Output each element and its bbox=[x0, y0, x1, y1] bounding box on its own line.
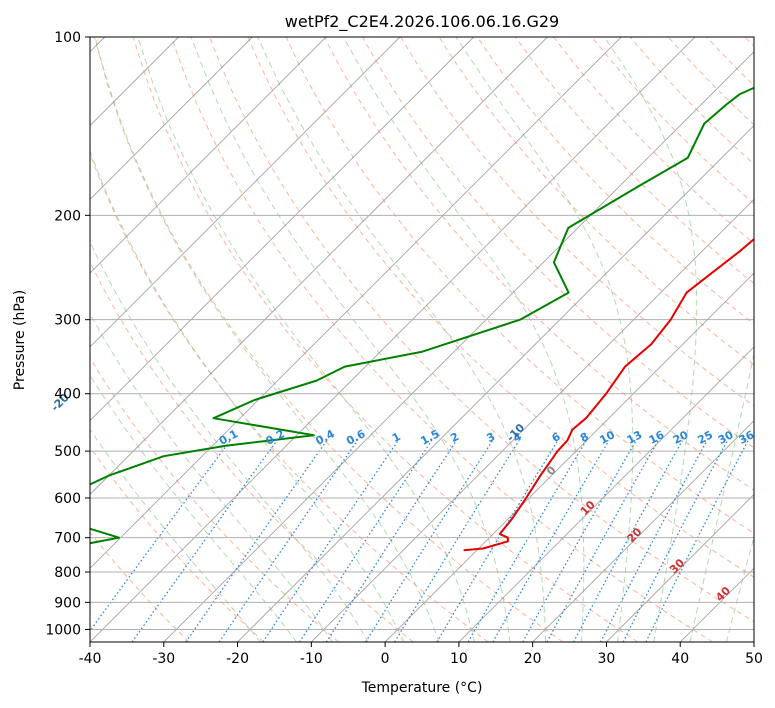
dewpoint-profile-line bbox=[90, 86, 754, 545]
mixing-ratio-label: 10 bbox=[597, 428, 617, 447]
x-axis-ticks: -40 -30 -20 -10 0 10 20 30 40 50 bbox=[79, 642, 763, 667]
x-tick-label: 0 bbox=[381, 651, 390, 667]
mixing-ratio-line bbox=[467, 440, 587, 642]
dry-adiabat-line bbox=[247, 37, 754, 578]
temperature-profile-line bbox=[463, 237, 754, 552]
moist-adiabat-line bbox=[190, 37, 511, 642]
isotherm-line bbox=[90, 37, 696, 642]
isotherm-line bbox=[606, 493, 754, 642]
isotherm-line bbox=[90, 37, 401, 348]
x-tick-label: -40 bbox=[79, 651, 102, 667]
isotherm-line bbox=[90, 37, 474, 422]
moist-adiabat-line bbox=[90, 374, 298, 642]
x-tick-label: 50 bbox=[745, 651, 763, 667]
mixing-ratio-line bbox=[218, 440, 359, 642]
mixing-ratio-line bbox=[299, 440, 433, 642]
x-tick-label: -20 bbox=[226, 651, 249, 667]
mixing-ratio-line bbox=[436, 440, 559, 642]
plot-frame bbox=[89, 36, 755, 643]
y-tick-label: 700 bbox=[54, 531, 81, 547]
x-tick-label: -10 bbox=[300, 651, 323, 667]
isotherm-line bbox=[532, 420, 754, 642]
isotherm-line bbox=[90, 37, 327, 274]
dry-adiabat-line bbox=[323, 37, 754, 491]
mixing-ratio-line bbox=[600, 440, 708, 642]
moist-adiabat-line bbox=[455, 37, 634, 642]
y-tick-label: 100 bbox=[54, 30, 81, 46]
mixing-ratio-line bbox=[394, 440, 520, 642]
y-tick-label: 200 bbox=[54, 208, 81, 224]
isotherm-line bbox=[237, 124, 754, 642]
y-tick-label: 900 bbox=[54, 595, 81, 611]
mixing-ratio-label: 13 bbox=[625, 428, 645, 447]
y-tick-label: 300 bbox=[54, 313, 81, 329]
y-axis-ticks: 100 200 300 400 500 600 700 800 900 1000 bbox=[45, 30, 90, 638]
profile-lines bbox=[90, 86, 754, 552]
dry-adiabat-line bbox=[438, 37, 754, 366]
mixing-ratio-label: 30 bbox=[716, 428, 736, 447]
isotherm-line bbox=[311, 198, 754, 642]
y-tick-label: 400 bbox=[54, 387, 81, 403]
plot-area bbox=[90, 37, 754, 642]
mixing-ratio-line bbox=[645, 440, 749, 642]
isotherm-line bbox=[90, 37, 253, 200]
y-tick-label: 600 bbox=[54, 491, 81, 507]
moist-adiabat-line bbox=[342, 37, 585, 642]
mixing-ratio-label: 36 bbox=[737, 428, 757, 447]
moist-adiabat-line bbox=[93, 37, 440, 642]
mixing-ratio-line bbox=[492, 440, 610, 642]
mixing-ratio-line bbox=[90, 440, 231, 632]
background-grid bbox=[90, 37, 754, 642]
y-tick-label: 500 bbox=[54, 444, 81, 460]
mixing-ratio-line bbox=[131, 440, 278, 642]
mixing-ratio-line bbox=[522, 440, 637, 642]
isotherm-line bbox=[90, 37, 548, 496]
y-axis-title: Pressure (hPa) bbox=[12, 290, 28, 390]
moist-adiabat-line bbox=[90, 428, 262, 642]
moist-adiabat-line bbox=[604, 37, 698, 642]
dry-adiabat-line bbox=[90, 356, 339, 642]
isotherm-line bbox=[458, 346, 754, 642]
mixing-ratio-line bbox=[262, 440, 399, 642]
x-tick-label: 10 bbox=[450, 651, 468, 667]
mixing-ratio-label: 25 bbox=[695, 428, 715, 447]
dry-adiabat-line bbox=[94, 37, 564, 642]
moist-adiabat-line bbox=[257, 37, 547, 642]
dry-adiabat-line bbox=[209, 37, 754, 623]
moist-adiabat-line bbox=[90, 149, 405, 642]
dry-adiabat-line bbox=[400, 37, 754, 407]
x-tick-label: 30 bbox=[598, 651, 616, 667]
moist-adiabat-line bbox=[689, 351, 754, 642]
isotherm-line bbox=[163, 51, 754, 642]
x-tick-label: 20 bbox=[524, 651, 542, 667]
y-tick-label: 1000 bbox=[45, 622, 81, 638]
mixing-ratio-label: 16 bbox=[647, 428, 667, 447]
isotherm-line bbox=[90, 37, 622, 569]
mixing-ratio-line bbox=[185, 440, 328, 642]
moist-adiabat-line bbox=[90, 240, 369, 642]
mixing-ratio-line bbox=[622, 440, 728, 642]
x-tick-label: -30 bbox=[152, 651, 175, 667]
moist-adiabat-line bbox=[90, 312, 333, 642]
isotherm-line bbox=[384, 272, 754, 642]
x-tick-label: 40 bbox=[671, 651, 689, 667]
dry-adiabat-line bbox=[132, 37, 639, 642]
chart-title: wetPf2_C2E4.2026.106.06.16.G29 bbox=[285, 12, 559, 32]
x-axis-title: Temperature (°C) bbox=[361, 680, 483, 696]
y-tick-label: 800 bbox=[54, 565, 81, 581]
mixing-ratio-label: 20 bbox=[671, 428, 691, 447]
